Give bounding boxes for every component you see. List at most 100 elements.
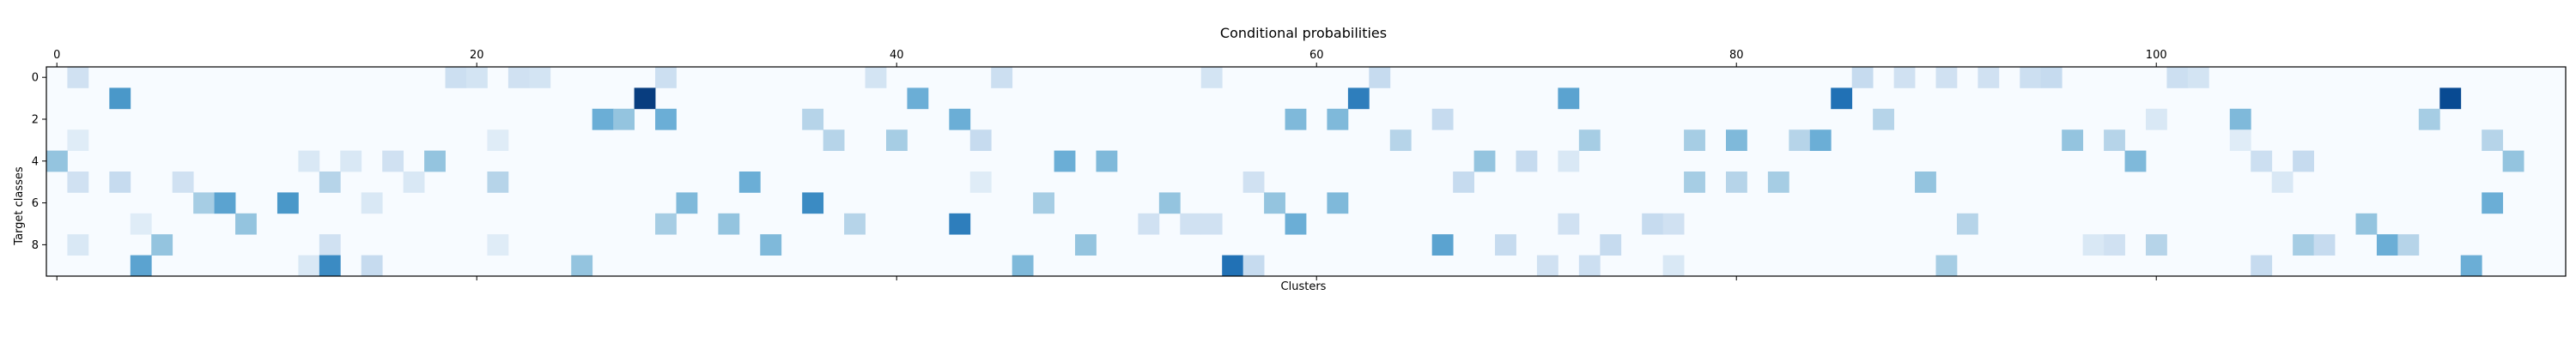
heatmap-cell [2251,150,2273,172]
heatmap-cell [130,213,152,235]
heatmap-cell [2293,150,2314,172]
heatmap-cell [718,213,740,235]
heatmap-cell [1915,172,1936,193]
heatmap-cell [276,192,299,214]
heatmap-cell [487,172,509,193]
heatmap-cell [2355,213,2378,235]
heatmap-cell [613,108,635,130]
x-tick-label: 80 [1729,49,1744,62]
heatmap-cell [1138,213,1160,235]
heatmap-cell [2104,129,2125,151]
heatmap-cell [1347,87,1370,110]
chart-title: Conditional probabilities [1220,25,1387,41]
heatmap-cell [1285,108,1307,130]
heatmap-cell [2040,67,2063,88]
x-tick-label: 20 [470,49,484,62]
heatmap-cell [2146,108,2167,130]
heatmap-cell [823,129,845,151]
heatmap-cell [1662,213,1685,235]
heatmap-cell [319,172,341,193]
heatmap-cell [1327,192,1349,214]
heatmap-cell [1662,255,1685,277]
heatmap-cell [2062,129,2084,151]
heatmap-cell [1431,234,1454,256]
heatmap-cell [1600,234,1622,256]
heatmap-cell [235,213,257,235]
heatmap-cell [445,67,467,88]
heatmap-cell [487,234,509,256]
heatmap-cell [949,213,971,235]
x-tick-label: 60 [1309,49,1324,62]
heatmap-cell [403,172,425,193]
heatmap-cell [2418,108,2440,130]
heatmap-cell [1242,172,1265,193]
heatmap-cell [2124,150,2147,172]
heatmap-cell [1536,255,1558,277]
heatmap-cell [1033,192,1054,214]
heatmap-cell [2502,150,2524,172]
heatmap-cell [2166,67,2189,88]
heatmap-cell [2229,129,2251,151]
heatmap-cell [151,234,173,256]
heatmap-cell [2293,234,2314,256]
heatmap-cell [844,213,866,235]
x-axis-label: Clusters [1281,280,1327,293]
heatmap-cell [466,67,488,88]
axis-ticks: 0 20 40 60 80 100 0 2 4 6 8 [32,49,2167,280]
heatmap-cell [214,192,236,214]
heatmap-cell [1558,87,1580,110]
heatmap-cell [2251,255,2273,277]
heatmap-cell [676,192,698,214]
heatmap-cell [949,108,971,130]
heatmap-cell [1642,213,1664,235]
x-tick-label: 40 [890,49,904,62]
heatmap-cell [1684,172,1705,193]
heatmap-cell [1956,213,1978,235]
heatmap-cell [1809,129,1832,151]
heatmap-cell [1558,150,1580,172]
heatmap-cell [487,129,509,151]
heatmap-cell [592,108,614,130]
heatmap-cell [1096,150,1118,172]
heatmap-cell [529,67,551,88]
heatmap-cell [1578,255,1601,277]
heatmap-cell [2146,234,2167,256]
heatmap-cell [1684,129,1705,151]
heatmap-cell [760,234,782,256]
heatmap-cell [2376,234,2398,256]
heatmap-cell [2397,234,2420,256]
heatmap-cell [361,255,383,277]
heatmap-cell [1222,255,1244,277]
heatmap-cell [1558,213,1580,235]
heatmap-cell [655,108,677,130]
heatmap-cell [507,67,530,88]
heatmap-cell [1180,213,1202,235]
heatmap-cell [193,192,215,214]
heatmap-cell [1054,150,1076,172]
heatmap-cell [109,172,131,193]
heatmap-cell [298,255,320,277]
heatmap-cell [1158,192,1181,214]
heatmap-cell [655,67,677,88]
heatmap-cell [969,129,992,151]
y-tick-label: 2 [32,114,39,127]
x-tick-label: 0 [53,49,60,62]
heatmap-cell [2313,234,2336,256]
heatmap-cell [67,234,89,256]
heatmap-cell [1389,129,1412,151]
heatmap-cell [2482,192,2504,214]
heatmap-cell [109,87,131,110]
heatmap-cell [1726,172,1747,193]
heatmap-cell [2187,67,2209,88]
heatmap-cell [1200,67,1223,88]
heatmap-cell [2271,172,2293,193]
heatmap-cell [1516,150,1538,172]
heatmap-cell [907,87,929,110]
heatmap-cell [1789,129,1811,151]
heatmap-cell [2460,255,2482,277]
heatmap-cell [1935,255,1958,277]
heatmap-cell [1431,108,1454,130]
heatmap-cell [738,172,761,193]
heatmap-cell [634,87,656,110]
heatmap-cell [1893,67,1916,88]
